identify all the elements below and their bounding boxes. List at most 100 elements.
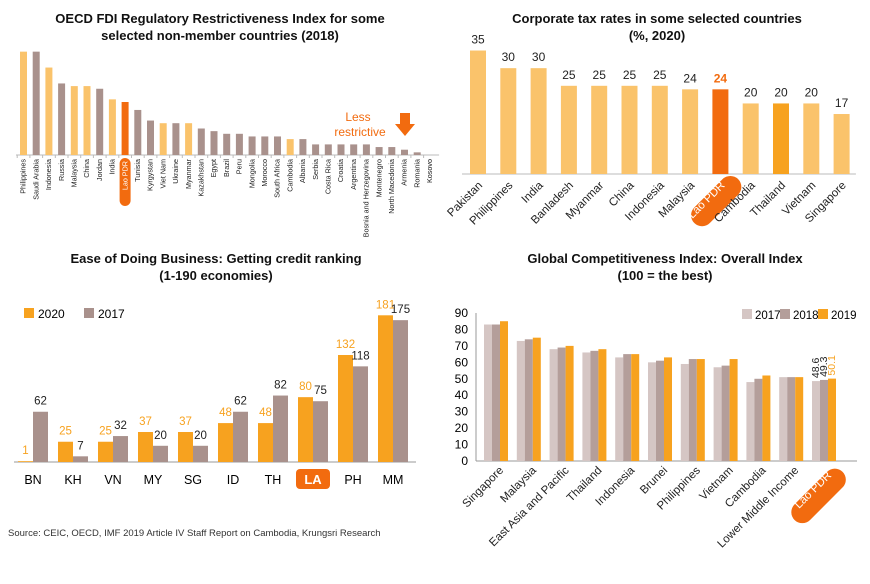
chart3-legend-swatch-2020: [24, 308, 34, 318]
chart1-bar: [274, 136, 281, 155]
chart1-tick-label: Costa Rica: [324, 159, 333, 194]
chart2-bar: [651, 85, 668, 174]
chart1-bar: [312, 144, 320, 155]
chart4-data-label: 50.1: [826, 355, 838, 376]
chart4-bar: [779, 377, 788, 461]
chart1-bar: [83, 86, 91, 155]
chart1-bar: [324, 144, 332, 155]
chart1-tick-label: Brazil: [222, 159, 231, 177]
chart2-data-label: 25: [623, 68, 637, 82]
chart4-bar: [746, 382, 755, 461]
chart4-bar: [631, 354, 640, 461]
chart1-tick-label: Mongolia: [247, 159, 256, 188]
chart4-bar: [820, 379, 828, 461]
chart1-tick-label: Albania: [298, 159, 307, 183]
chart3-bar: [393, 320, 408, 462]
chart1-bar: [350, 144, 358, 155]
chart1-annotation: Less: [345, 110, 370, 124]
chart1-annotation: restrictive: [334, 125, 386, 139]
chart3-tick-label: LA: [304, 472, 322, 487]
chart3-highlight-box: [296, 469, 330, 489]
chart4-bar: [664, 357, 672, 461]
chart4-bar: [762, 375, 771, 461]
chart4-tick-label: Singapore: [461, 465, 507, 511]
chart4-bar: [812, 381, 820, 461]
chart2-bar: [712, 89, 729, 174]
chart1-highlight-pill: [119, 158, 131, 206]
chart2-bar: [833, 114, 850, 174]
chart1-tick-label: Ukraine: [171, 159, 180, 184]
chart4-y-tick: 90: [455, 306, 469, 320]
chart2-data-label: 35: [471, 33, 485, 47]
chart4-bar: [598, 349, 607, 461]
chart4-bar: [656, 360, 664, 461]
chart1-tick-label: India: [108, 159, 117, 175]
chart2-bar: [530, 68, 547, 174]
chart1-tick-label: Romania: [412, 159, 421, 188]
chart4-bar: [754, 378, 763, 461]
chart1-bar: [134, 109, 142, 155]
chart1-tick-label: Morocco: [260, 159, 269, 187]
chart1-tick-label: Saudi Arabia: [31, 159, 40, 200]
chart1-bar: [32, 51, 40, 155]
chart1-tick-label: Armenia: [400, 159, 409, 186]
chart1-bar: [121, 102, 129, 155]
chart3-tick-label: PH: [344, 473, 361, 487]
chart1-tick-label: North Macedonia: [387, 159, 396, 214]
chart3-data-label: 75: [314, 385, 327, 397]
chart4-bar: [787, 377, 796, 461]
chart3-bar: [73, 456, 88, 462]
chart3-data-label: 32: [114, 420, 127, 432]
chart1-bar: [210, 131, 218, 155]
chart3-bar: [233, 411, 248, 462]
chart1-tick-label: Viet Nam: [158, 159, 167, 188]
chart3-bar: [218, 423, 233, 462]
chart2-bar: [591, 85, 608, 174]
chart4-y-tick: 10: [455, 438, 469, 452]
chart3-tick-label: MM: [383, 473, 404, 487]
chart4-y-tick: 60: [455, 355, 469, 369]
chart1-tick-label: Egypt: [209, 159, 218, 177]
chart3-tick-label: VN: [104, 473, 121, 487]
chart1-tick-label: China: [82, 159, 91, 178]
chart4-title: Global Competitiveness Index: Overall In…: [527, 251, 803, 266]
chart3-tick-label: TH: [265, 473, 282, 487]
chart1-bar: [159, 123, 167, 155]
chart4-bar: [565, 345, 574, 461]
chart1-bar: [375, 147, 383, 155]
chart1-bar: [248, 136, 256, 155]
chart4-bar: [828, 378, 836, 461]
chart1-tick-label: Croatia: [336, 159, 345, 182]
chart4-bar: [721, 365, 730, 461]
chart3-bar: [113, 436, 128, 462]
chart4-bar: [549, 349, 558, 461]
chart4-bar: [500, 321, 508, 461]
chart2-title: (%, 2020): [629, 28, 685, 43]
chart4-bar: [557, 347, 566, 461]
chart3-data-label: 118: [351, 350, 369, 362]
chart3-title: Ease of Doing Business: Getting credit r…: [70, 251, 361, 266]
chart3-tick-label: BN: [24, 473, 41, 487]
chart4-bar: [648, 362, 656, 461]
chart1-tick-label: South Africa: [273, 159, 282, 198]
chart4-bar: [680, 363, 689, 461]
chart3-data-label: 20: [194, 430, 207, 442]
chart3-data-label: 1: [22, 445, 28, 457]
chart3-bar: [258, 423, 273, 462]
chart1-bar: [388, 147, 396, 155]
chart4-legend-swatch: [780, 309, 790, 319]
chart2-bar: [773, 103, 789, 174]
chart1-tick-label: Malaysia: [70, 159, 79, 187]
chart3-data-label: 20: [154, 430, 167, 442]
chart1-bar: [172, 123, 180, 155]
chart4-bar: [729, 359, 738, 461]
chart3-data-label: 37: [179, 416, 192, 428]
chart1-tick-label: Kazakhstan: [197, 159, 206, 197]
chart4-legend-swatch: [742, 309, 752, 319]
chart3-bar: [153, 445, 168, 462]
chart3-bar: [298, 397, 313, 462]
chart1-bar: [20, 51, 27, 155]
chart1-tick-label: Tunisia: [133, 159, 142, 182]
chart4-bar: [615, 357, 624, 461]
